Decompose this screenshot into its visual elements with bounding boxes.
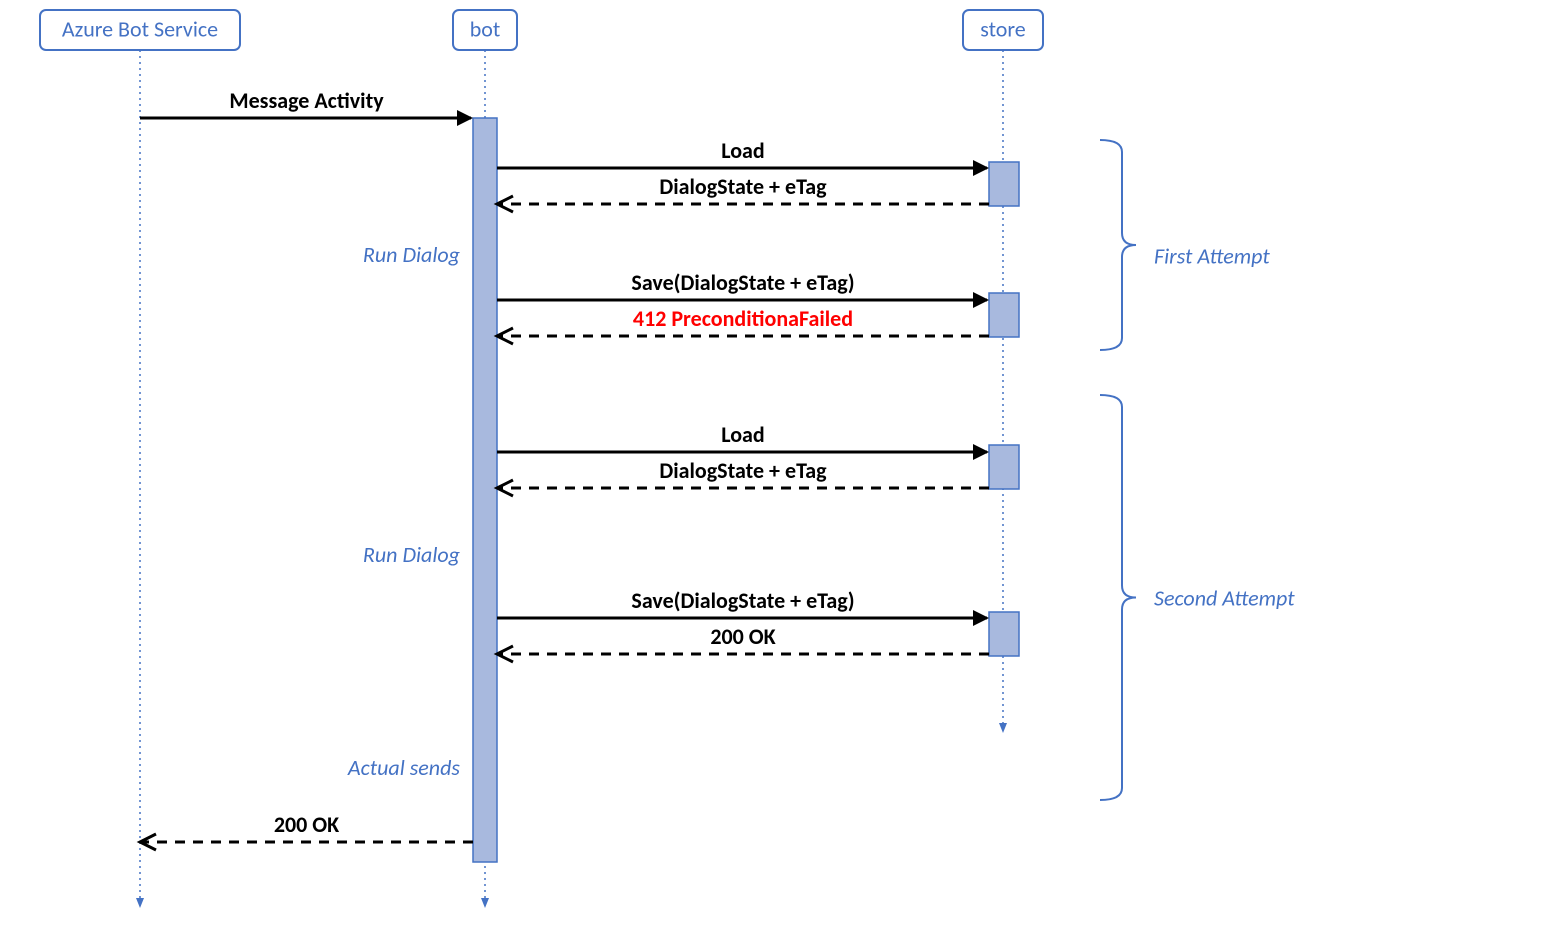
activation-store-2 [989, 445, 1019, 489]
message-m9-arrow-icon [497, 646, 513, 662]
brace-b2 [1100, 395, 1136, 800]
message-m7-arrow-icon [497, 480, 513, 496]
message-m3-label: DialogState + eTag [659, 173, 827, 200]
message-m1-label: Message Activity [229, 87, 384, 114]
lifeline-azure-arrow-icon [136, 898, 144, 908]
brace-b1 [1100, 140, 1136, 350]
message-m8-label: Save(DialogState + eTag) [631, 587, 854, 614]
message-m6-label: Load [721, 421, 764, 448]
activation-store-3 [989, 612, 1019, 656]
message-m8-arrow-icon [973, 610, 989, 626]
message-m4-label: Save(DialogState + eTag) [631, 269, 854, 296]
message-m9-label: 200 OK [710, 623, 775, 650]
brace-b1-label: First Attempt [1154, 242, 1270, 269]
participant-store-label: store [980, 15, 1025, 42]
note-n1: Run Dialog [363, 241, 461, 268]
participant-azure-label: Azure Bot Service [62, 15, 218, 42]
message-m7-label: DialogState + eTag [659, 457, 827, 484]
activation-bot [473, 118, 497, 862]
message-m5-label: 412 PreconditionaFailed [633, 305, 853, 332]
message-m6-arrow-icon [973, 444, 989, 460]
message-m2-label: Load [721, 137, 764, 164]
lifeline-bot-arrow-icon [481, 898, 489, 908]
participant-bot-label: bot [470, 15, 501, 42]
message-m5-arrow-icon [497, 328, 513, 344]
message-m10-label: 200 OK [274, 811, 339, 838]
brace-b2-label: Second Attempt [1154, 584, 1295, 611]
message-m1-arrow-icon [457, 110, 473, 126]
message-m4-arrow-icon [973, 292, 989, 308]
message-m3-arrow-icon [497, 196, 513, 212]
note-n2: Run Dialog [363, 541, 461, 568]
activation-store-0 [989, 162, 1019, 206]
message-m2-arrow-icon [973, 160, 989, 176]
note-n3: Actual sends [347, 754, 461, 781]
activation-store-1 [989, 293, 1019, 337]
lifeline-store-arrow-icon [999, 723, 1007, 733]
